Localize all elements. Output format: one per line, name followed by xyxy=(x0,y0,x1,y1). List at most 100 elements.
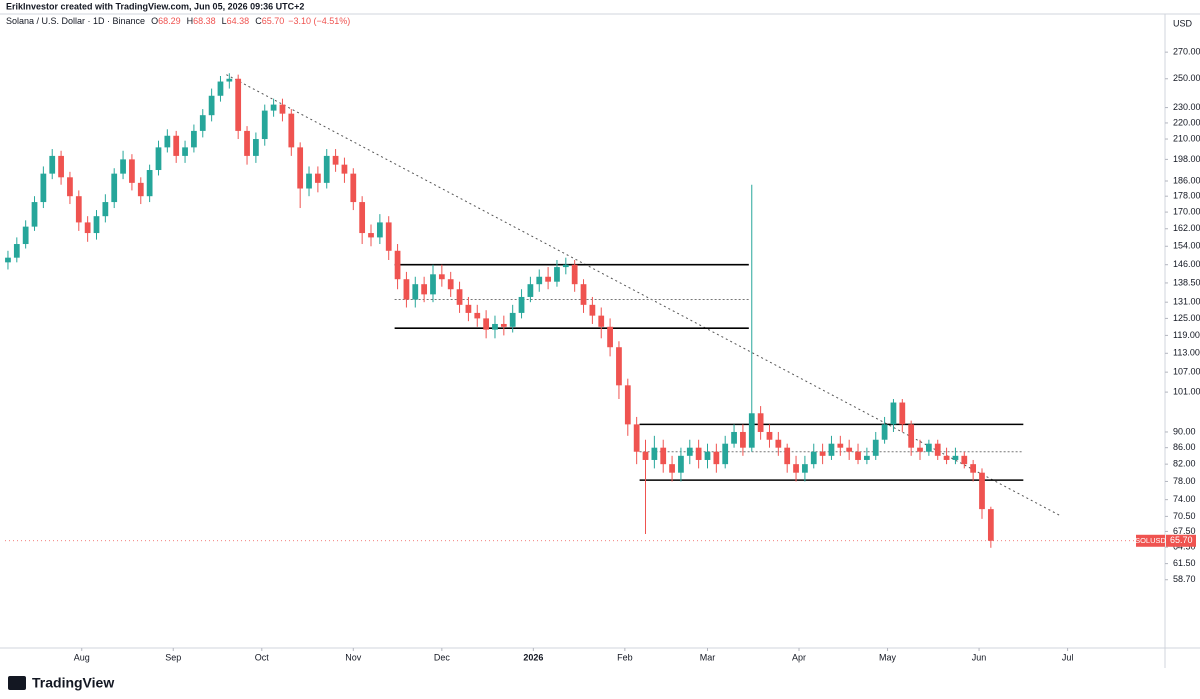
drawings xyxy=(226,74,1062,517)
candle-body xyxy=(492,323,498,330)
ohlc-key: C xyxy=(255,16,262,26)
candle-body xyxy=(155,147,162,171)
y-tick-label: 154.00 xyxy=(1173,241,1200,251)
candle-body xyxy=(616,347,622,386)
candle-body xyxy=(368,233,374,238)
candle-body xyxy=(394,250,401,280)
ohlc-key: H xyxy=(187,16,194,26)
candle-body xyxy=(740,431,746,448)
ohlc-key: L xyxy=(222,16,227,26)
candle-body xyxy=(22,226,29,245)
candle-body xyxy=(518,296,525,313)
y-tick-label: 250.00 xyxy=(1173,73,1200,83)
candle-body xyxy=(456,289,463,305)
candle-body xyxy=(855,451,861,460)
candle-body xyxy=(589,304,596,316)
candles xyxy=(5,73,994,548)
x-tick-label: May xyxy=(879,652,897,662)
candle-body xyxy=(483,318,489,330)
candle-body xyxy=(279,104,286,114)
y-tick-label: 131.00 xyxy=(1173,297,1200,307)
y-tick-label: 78.00 xyxy=(1173,476,1196,486)
y-tick-label: 74.00 xyxy=(1173,494,1196,504)
legend: Solana / U.S. Dollar · 1D · Binance O68.2… xyxy=(6,16,350,26)
x-tick-label: Sep xyxy=(165,652,181,662)
y-tick-label: 70.50 xyxy=(1173,511,1196,521)
candle-body xyxy=(350,173,357,203)
candle-body xyxy=(173,135,180,156)
candle-body xyxy=(500,323,507,327)
candle-body xyxy=(580,284,587,305)
candle-body xyxy=(987,509,994,541)
y-tick-label: 58.70 xyxy=(1173,574,1196,584)
candle-body xyxy=(784,447,791,465)
candle-body xyxy=(31,202,38,227)
candle-body xyxy=(164,135,171,148)
candle-body xyxy=(908,424,915,448)
candle-body xyxy=(545,276,551,282)
y-tick-label: 270.00 xyxy=(1173,47,1200,57)
footer: TradingView xyxy=(8,675,114,691)
candle-body xyxy=(642,451,649,460)
candle-body xyxy=(660,447,667,465)
candle-body xyxy=(686,447,693,456)
candle-body xyxy=(199,115,206,131)
candle-body xyxy=(438,274,445,280)
candle-body xyxy=(341,164,348,174)
symbol-tag-bg xyxy=(1136,534,1165,547)
candle-body xyxy=(890,402,897,425)
candle-body xyxy=(571,264,578,285)
candle-body xyxy=(447,279,454,290)
candle-body xyxy=(678,455,684,473)
x-tick-label: Oct xyxy=(255,652,270,662)
candle-body xyxy=(819,451,826,456)
candle-body xyxy=(75,196,82,223)
candle-body xyxy=(802,464,808,473)
candle-body xyxy=(881,424,888,440)
attribution: ErikInvestor created with TradingView.co… xyxy=(6,1,304,11)
candle-body xyxy=(235,78,242,131)
x-tick-label: Dec xyxy=(434,652,451,662)
candle-body xyxy=(917,447,923,452)
y-tick-label: 146.00 xyxy=(1173,259,1200,269)
y-tick-label: 86.00 xyxy=(1173,442,1196,452)
candle-body xyxy=(961,455,968,465)
y-tick-label: 107.00 xyxy=(1173,367,1200,377)
candle-body xyxy=(713,451,720,465)
candle-body xyxy=(970,464,977,473)
candle-body xyxy=(465,304,472,313)
candle-body xyxy=(270,104,277,111)
y-axis-label: USD xyxy=(1173,18,1193,28)
candle-body xyxy=(412,284,419,300)
x-tick-label: Apr xyxy=(792,652,806,662)
ohlc-value: 68.38 xyxy=(193,16,216,26)
x-tick-label: Jun xyxy=(972,652,987,662)
y-tick-label: 186.00 xyxy=(1173,175,1200,185)
candle-body xyxy=(607,326,613,348)
candle-body xyxy=(306,173,312,189)
change: −3.10 (−4.51%) xyxy=(288,16,350,26)
candle-body xyxy=(253,139,259,156)
last-price-bg xyxy=(1166,534,1196,547)
candle-body xyxy=(359,202,366,234)
y-tick-label: 61.50 xyxy=(1173,558,1196,568)
candle-body xyxy=(669,464,675,473)
candle-body xyxy=(93,216,100,234)
candle-body xyxy=(376,222,383,238)
candle-body xyxy=(102,202,109,217)
candle-body xyxy=(846,447,853,452)
candle-body xyxy=(562,264,569,268)
candle-body xyxy=(748,413,755,448)
candle-body xyxy=(925,443,932,452)
candle-body xyxy=(421,284,428,295)
x-tick-label: Nov xyxy=(345,652,362,662)
candle-body xyxy=(722,443,729,465)
candle-body xyxy=(385,222,392,251)
candle-body xyxy=(598,315,605,327)
candle-body xyxy=(120,159,126,174)
y-tick-label: 101.00 xyxy=(1173,386,1200,396)
x-tick-label: Mar xyxy=(700,652,716,662)
candle-body xyxy=(766,431,773,440)
candle-body xyxy=(695,447,702,460)
candle-body xyxy=(837,443,844,448)
